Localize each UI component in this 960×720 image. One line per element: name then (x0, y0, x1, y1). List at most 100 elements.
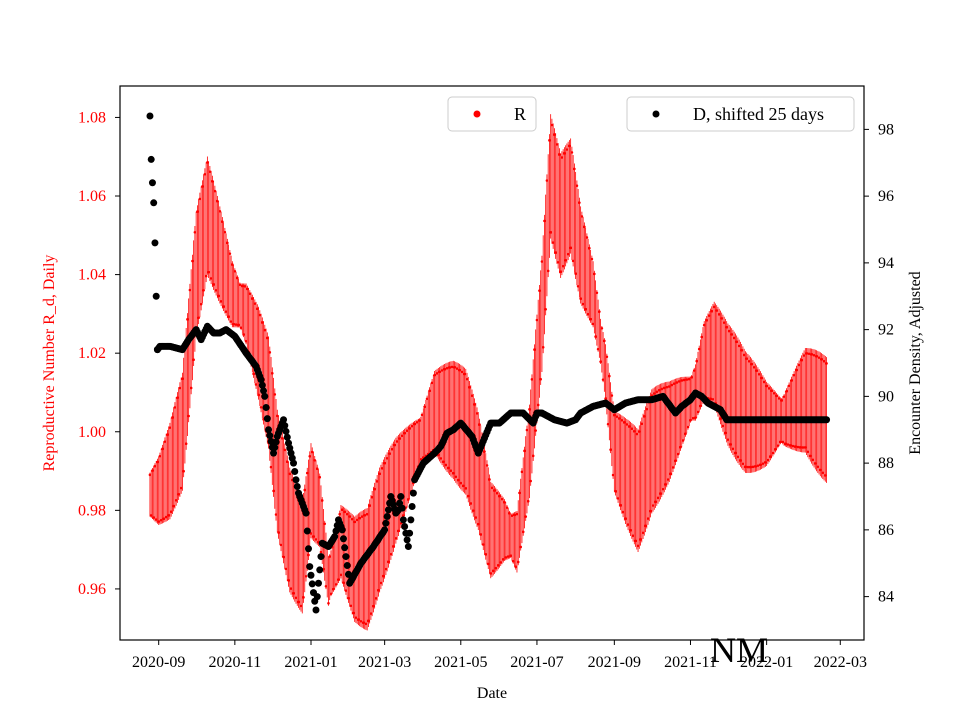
r-point (224, 310, 228, 313)
d-point (290, 459, 298, 467)
r-point (638, 430, 641, 433)
r-point (672, 382, 676, 385)
x-tick-label: 2021-05 (434, 654, 487, 671)
d-point (331, 533, 339, 541)
r-point (207, 270, 210, 274)
r-point (526, 499, 530, 503)
d-point (317, 553, 325, 561)
r-point (192, 358, 195, 362)
r-point (470, 394, 474, 398)
d-point (257, 376, 265, 384)
r-point (722, 321, 726, 324)
r-point (817, 356, 821, 359)
r-point (350, 517, 354, 521)
d-point (338, 526, 346, 534)
r-point (244, 339, 248, 343)
r-point (228, 252, 232, 255)
r-point (419, 457, 423, 461)
r-point (634, 539, 637, 543)
r-point (610, 394, 614, 397)
r-point (661, 487, 665, 491)
r-point (468, 386, 471, 389)
r-point (153, 464, 157, 468)
r-point (238, 283, 242, 287)
r-point (274, 513, 278, 516)
r-point (600, 326, 604, 330)
r-point (216, 199, 219, 203)
r-point (605, 355, 609, 359)
d-point (306, 563, 314, 571)
r-point (204, 274, 208, 278)
r-point (337, 578, 340, 581)
r-point (599, 360, 602, 363)
r-point (157, 520, 160, 523)
right-y-tick-label: 92 (878, 322, 894, 339)
r-point (676, 452, 680, 456)
r-point (516, 560, 520, 564)
r-point (534, 429, 537, 432)
d-point (150, 199, 158, 207)
r-point (181, 377, 184, 380)
r-point (691, 416, 695, 420)
r-point (319, 550, 323, 554)
r-point (749, 465, 752, 469)
r-point (742, 353, 746, 357)
r-point (603, 339, 606, 343)
r-point (246, 287, 249, 291)
d-point (262, 403, 270, 411)
d-point (148, 179, 156, 187)
x-tick-label: 2021-03 (358, 654, 411, 671)
r-point (168, 426, 172, 429)
r-point (564, 258, 567, 262)
d-point (263, 415, 271, 423)
r-point (313, 458, 317, 462)
x-tick-label: 2021-09 (588, 654, 641, 671)
d-point (147, 155, 155, 163)
r-point (525, 428, 529, 432)
r-point (580, 215, 584, 218)
r-point (379, 581, 383, 585)
d-point (266, 432, 274, 440)
r-point (584, 307, 587, 311)
d-point (280, 416, 288, 424)
right-y-tick-label: 94 (878, 255, 894, 272)
left-y-tick-label: 1.02 (78, 345, 106, 362)
r-point (654, 500, 657, 504)
d-point (342, 553, 350, 561)
r-point (167, 514, 170, 517)
r-point (719, 417, 722, 420)
r-point (515, 512, 519, 516)
r-point (812, 353, 816, 357)
r-point (820, 358, 823, 361)
r-point (460, 370, 464, 374)
r-point (674, 459, 677, 463)
r-point (651, 504, 655, 507)
r-point (581, 302, 585, 306)
r-point (334, 583, 338, 586)
r-point (781, 440, 785, 444)
r-point (488, 478, 491, 481)
r-point (732, 336, 736, 340)
r-point (544, 307, 547, 311)
r-point (805, 352, 808, 355)
r-point (695, 359, 699, 363)
r-point (318, 475, 322, 479)
r-point (646, 517, 650, 520)
left-y-axis-label: Reproductive Number R_d, Daily (41, 255, 58, 472)
r-point (752, 366, 756, 369)
r-point (760, 376, 763, 380)
r-point (735, 340, 738, 344)
x-tick-label: 2021-01 (284, 654, 337, 671)
d-point (341, 544, 349, 552)
legend-r: R (447, 96, 537, 132)
r-point (489, 572, 493, 575)
r-point (606, 422, 610, 426)
r-point (342, 581, 345, 585)
r-point (199, 302, 203, 306)
r-point (644, 524, 647, 528)
r-point (309, 532, 313, 535)
r-point (364, 622, 368, 626)
r-point (372, 604, 375, 608)
r-point (789, 444, 792, 447)
r-point (619, 504, 622, 507)
